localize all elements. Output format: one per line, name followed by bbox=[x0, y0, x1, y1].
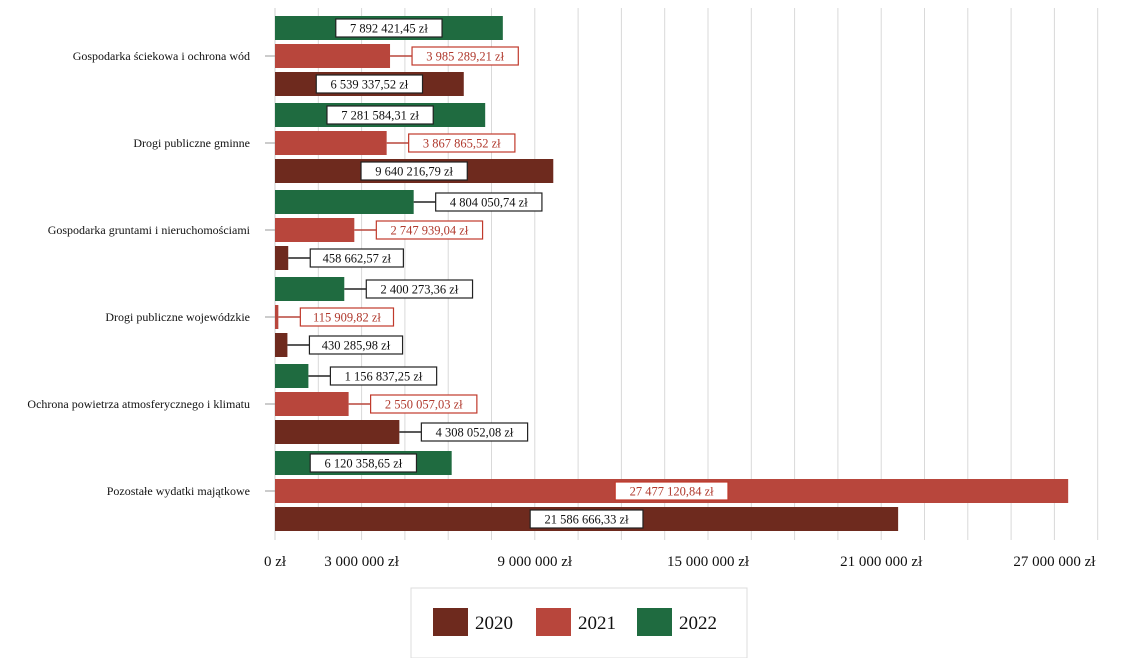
x-tick-label: 27 000 000 zł bbox=[1013, 554, 1096, 570]
data-label: 6 539 337,52 zł bbox=[330, 78, 408, 92]
x-tick-label: 9 000 000 zł bbox=[498, 554, 573, 570]
data-label-box bbox=[408, 133, 516, 153]
legend: 2020 2021 2022 bbox=[410, 587, 748, 659]
x-tick-label: 3 000 000 zł bbox=[324, 554, 399, 570]
data-label: 430 285,98 zł bbox=[322, 339, 391, 353]
legend-label-2021: 2021 bbox=[578, 613, 616, 634]
data-label-box bbox=[308, 335, 404, 355]
data-label: 7 281 584,31 zł bbox=[341, 109, 419, 123]
data-label-box bbox=[411, 46, 519, 66]
legend-label-2022: 2022 bbox=[679, 613, 717, 634]
x-tick-label: 15 000 000 zł bbox=[667, 554, 750, 570]
data-label-box bbox=[435, 192, 543, 212]
bar-2020 bbox=[275, 333, 288, 357]
data-label: 4 308 052,08 zł bbox=[436, 426, 514, 440]
data-label: 7 892 421,45 zł bbox=[350, 22, 428, 36]
data-label: 27 477 120,84 zł bbox=[630, 485, 715, 499]
category-label: Gospodarka gruntami i nieruchomościami bbox=[48, 223, 251, 237]
bar-2021 bbox=[275, 392, 349, 416]
legend-swatch-2020 bbox=[433, 608, 468, 636]
data-label-box bbox=[365, 279, 474, 299]
data-label-box bbox=[614, 481, 729, 501]
bar-2021 bbox=[275, 131, 387, 155]
data-label-box bbox=[326, 105, 434, 125]
data-label: 3 867 865,52 zł bbox=[423, 137, 501, 151]
bar-2020 bbox=[275, 420, 400, 444]
bar-2021 bbox=[275, 305, 279, 329]
bar-2021 bbox=[275, 44, 391, 68]
data-label-box bbox=[529, 509, 644, 529]
category-label: Pozostałe wydatki majątkowe bbox=[107, 484, 250, 498]
category-label: Gospodarka ściekowa i ochrona wód bbox=[73, 49, 250, 63]
data-label: 2 400 273,36 zł bbox=[381, 283, 459, 297]
legend-swatch-2022 bbox=[637, 608, 672, 636]
data-label: 2 550 057,03 zł bbox=[385, 398, 463, 412]
data-label: 9 640 216,79 zł bbox=[375, 165, 453, 179]
bars: 7 892 421,45 zł 3 985 289,21 zł 6 539 337,… bbox=[275, 16, 1069, 531]
data-label-box bbox=[299, 307, 395, 327]
category-labels: Gospodarka ściekowa i ochrona wód Drogi p… bbox=[27, 49, 275, 498]
category-label: Drogi publiczne gminne bbox=[133, 136, 250, 150]
category-label: Ochrona powietrza atmosferycznego i klim… bbox=[27, 397, 250, 411]
bar-2021 bbox=[275, 218, 355, 242]
legend-swatch-2021 bbox=[536, 608, 571, 636]
data-label-box bbox=[420, 422, 529, 442]
x-tick-label: 0 zł bbox=[264, 554, 287, 570]
data-label: 2 747 939,04 zł bbox=[391, 224, 469, 238]
data-label-box bbox=[329, 366, 438, 386]
bar-2020 bbox=[275, 246, 289, 270]
data-label: 4 804 050,74 zł bbox=[450, 196, 528, 210]
data-label-box bbox=[315, 74, 424, 94]
data-label-box bbox=[309, 248, 404, 268]
grid bbox=[274, 8, 1099, 540]
data-label: 6 120 358,65 zł bbox=[324, 457, 402, 471]
data-label-box bbox=[335, 18, 443, 38]
data-label-box bbox=[309, 453, 418, 473]
bar-2022 bbox=[275, 364, 309, 388]
data-label: 21 586 666,33 zł bbox=[545, 513, 630, 527]
data-label: 458 662,57 zł bbox=[323, 252, 392, 266]
data-label: 1 156 837,25 zł bbox=[345, 370, 423, 384]
data-label: 3 985 289,21 zł bbox=[426, 50, 504, 64]
data-label: 115 909,82 zł bbox=[313, 311, 381, 325]
legend-label-2020: 2020 bbox=[475, 613, 513, 634]
x-axis-ticks: 0 zł 3 000 000 zł 9 000 000 zł 15 000 000 z… bbox=[264, 554, 1096, 570]
data-label-box bbox=[360, 161, 468, 181]
x-tick-label: 21 000 000 zł bbox=[840, 554, 923, 570]
bar-2022 bbox=[275, 190, 414, 214]
bar-2022 bbox=[275, 277, 345, 301]
data-label-box bbox=[375, 220, 484, 240]
category-label: Drogi publiczne wojewódzkie bbox=[105, 310, 250, 324]
data-label-box bbox=[370, 394, 478, 414]
